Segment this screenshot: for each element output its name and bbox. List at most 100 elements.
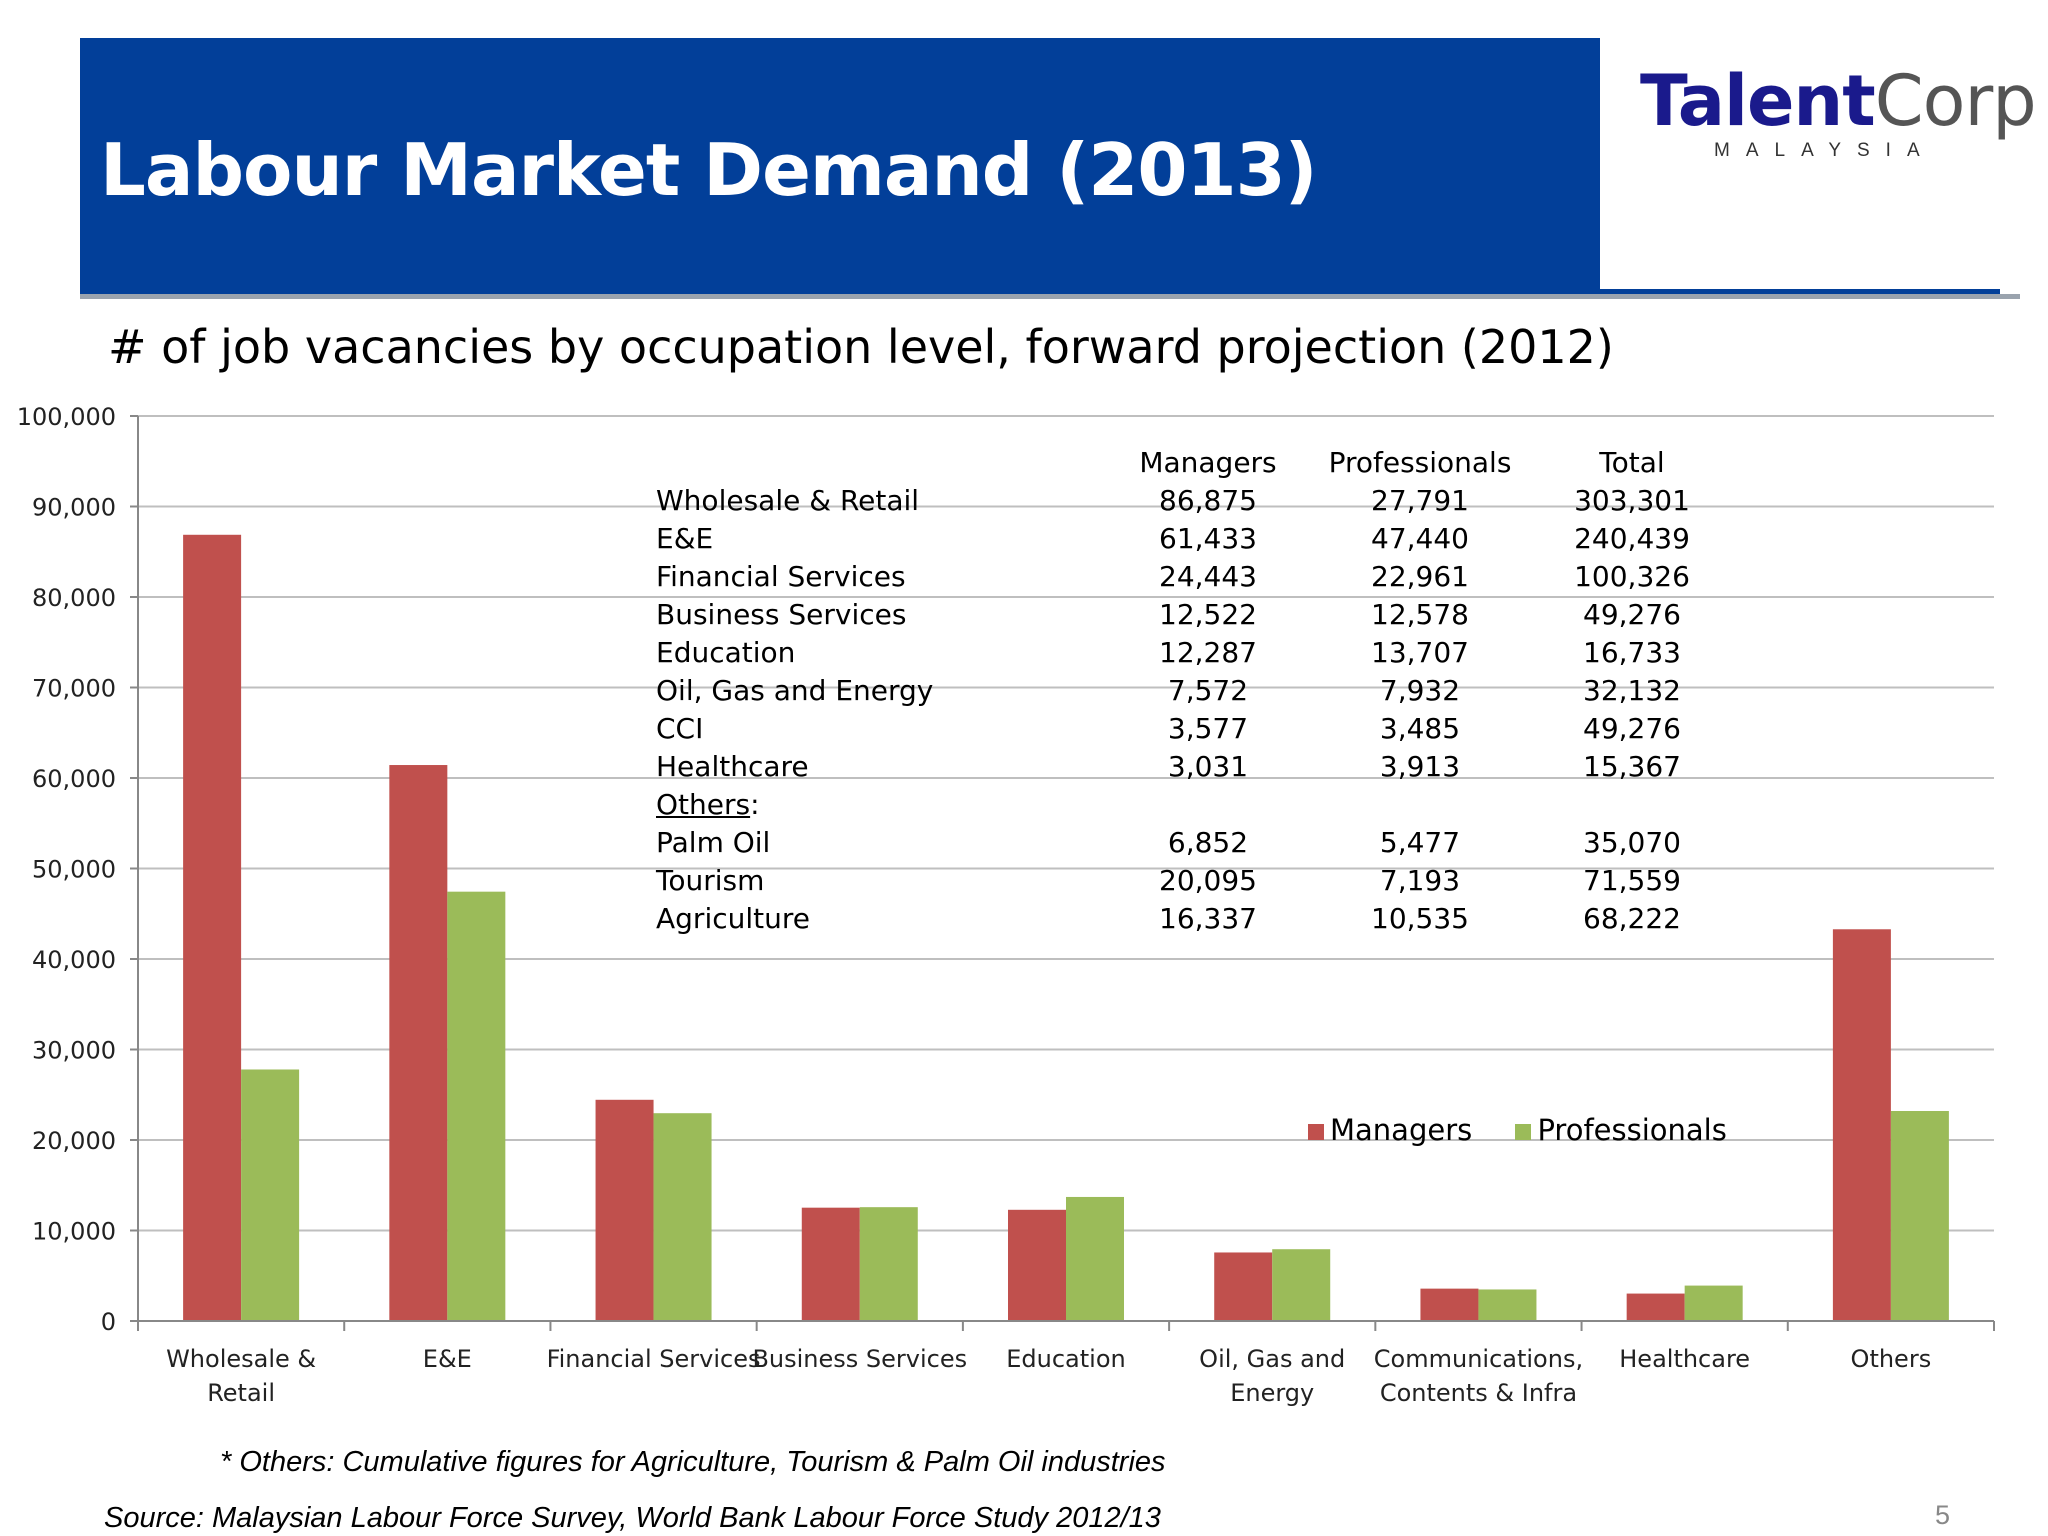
table-cell-sector: CCI xyxy=(656,712,704,745)
table-cell-professionals: 7,193 xyxy=(1379,864,1461,897)
table-cell-sector: Wholesale & Retail xyxy=(656,484,920,517)
table-cell-total: 49,276 xyxy=(1583,712,1681,745)
x-tick-label: Education xyxy=(1006,1345,1125,1373)
y-tick-label: 70,000 xyxy=(32,675,116,703)
table-cell-sector: Agriculture xyxy=(656,902,810,935)
x-tick-label: Retail xyxy=(207,1379,275,1407)
y-tick-label: 90,000 xyxy=(32,494,116,522)
axes xyxy=(137,416,1995,1331)
logo-wordmark: TalentCorp xyxy=(1640,58,2037,144)
table-cell-managers: 16,337 xyxy=(1159,902,1257,935)
table-cell-managers: 3,031 xyxy=(1167,750,1249,783)
table-cell-professionals: 7,932 xyxy=(1379,674,1461,707)
x-tick-label: Healthcare xyxy=(1619,1345,1750,1373)
bar-professionals xyxy=(1684,1285,1743,1321)
talentcorp-logo: TalentCorp MALAYSIA xyxy=(1640,58,2037,162)
footnote: * Others: Cumulative figures for Agricul… xyxy=(220,1446,1166,1478)
chart-subtitle: # of job vacancies by occupation level, … xyxy=(108,320,1614,374)
page-number: 5 xyxy=(1935,1500,1951,1530)
header-rule xyxy=(1600,289,2000,294)
x-tick-label: Contents & Infra xyxy=(1380,1379,1577,1407)
bar-professionals xyxy=(1272,1249,1331,1321)
logo-word-talent: Talent xyxy=(1640,60,1876,142)
bar-professionals xyxy=(859,1207,918,1321)
y-tick-label: 60,000 xyxy=(32,765,116,793)
table-cell-managers: 20,095 xyxy=(1159,864,1257,897)
y-tick-label: 10,000 xyxy=(32,1218,116,1246)
table-cell-sector: Palm Oil xyxy=(656,826,771,859)
table-cell-managers: 12,522 xyxy=(1159,598,1257,631)
table-cell-managers: 86,875 xyxy=(1159,484,1257,517)
y-tick-label: 50,000 xyxy=(32,856,116,884)
logo-word-corp: Corp xyxy=(1874,60,2037,142)
bar-managers xyxy=(389,765,448,1321)
table-cell-sector: Tourism xyxy=(656,864,765,897)
table-cell-managers: 12,287 xyxy=(1159,636,1257,669)
table-cell-total: 35,070 xyxy=(1583,826,1681,859)
header-shadow xyxy=(80,294,2020,299)
bars xyxy=(183,534,1949,1321)
table-cell-total: 16,733 xyxy=(1583,636,1681,669)
bar-professionals xyxy=(653,1113,712,1321)
bar-managers xyxy=(595,1099,654,1321)
logo-country: MALAYSIA xyxy=(1714,140,1936,161)
table-cell-professionals: 13,707 xyxy=(1371,636,1469,669)
table-cell-total: 100,326 xyxy=(1574,560,1690,593)
y-tick-label: 20,000 xyxy=(32,1127,116,1155)
table-cell-sector: Others: xyxy=(656,788,760,821)
legend-swatch-professionals xyxy=(1515,1124,1532,1140)
y-tick-label: 100,000 xyxy=(17,403,116,431)
table-header-professionals: Professionals xyxy=(1328,446,1512,479)
bar-professionals xyxy=(241,1069,300,1321)
table-cell-professionals: 10,535 xyxy=(1371,902,1469,935)
table-cell-sector: Business Services xyxy=(656,598,907,631)
bar-professionals xyxy=(1066,1196,1124,1321)
table-cell-managers: 7,572 xyxy=(1167,674,1249,707)
table-cell-sector: Healthcare xyxy=(656,750,809,783)
table-cell-sector-underlined: Others xyxy=(656,788,751,821)
table-cell-total: 68,222 xyxy=(1583,902,1681,935)
table-cell-managers: 24,443 xyxy=(1159,560,1257,593)
source-note: Source: Malaysian Labour Force Survey, W… xyxy=(104,1502,1161,1534)
bar-managers xyxy=(1214,1252,1273,1321)
table-cell-professionals: 3,485 xyxy=(1379,712,1461,745)
table-cell-professionals: 27,791 xyxy=(1371,484,1469,517)
table-cell-total: 303,301 xyxy=(1574,484,1690,517)
legend-label-professionals: Professionals xyxy=(1537,1113,1727,1147)
table-cell-sector: E&E xyxy=(656,522,714,555)
x-tick-label: Others xyxy=(1851,1345,1932,1373)
bar-professionals xyxy=(447,891,506,1321)
table-cell-professionals: 3,913 xyxy=(1379,750,1461,783)
bar-managers xyxy=(801,1207,860,1321)
bar-managers xyxy=(1420,1288,1479,1321)
x-tick-label: Oil, Gas and xyxy=(1199,1345,1345,1373)
chart-legend: Managers Professionals xyxy=(1308,1113,1761,1147)
page-title: Labour Market Demand (2013) xyxy=(100,128,1318,212)
legend-label-managers: Managers xyxy=(1330,1113,1473,1147)
table-cell-professionals: 22,961 xyxy=(1371,560,1469,593)
y-tick-label: 0 xyxy=(101,1308,116,1336)
y-tick-label: 80,000 xyxy=(32,584,116,612)
table-cell-total: 240,439 xyxy=(1574,522,1690,555)
table-cell-managers: 6,852 xyxy=(1167,826,1249,859)
legend-item-managers: Managers xyxy=(1308,1113,1472,1147)
y-tick-label: 30,000 xyxy=(32,1037,116,1065)
x-tick-labels: Wholesale & Retail E&E Financial ServicesBu… xyxy=(166,1345,1931,1407)
table-cell-professionals: 5,477 xyxy=(1379,826,1461,859)
table-cell-sector: Oil, Gas and Energy xyxy=(656,674,934,707)
bar-professionals xyxy=(1478,1289,1537,1321)
legend-swatch-managers xyxy=(1308,1124,1324,1140)
table-cell-sector: Education xyxy=(656,636,796,669)
x-tick-label: Energy xyxy=(1230,1379,1314,1407)
x-tick-label: Business Services xyxy=(752,1345,967,1373)
y-tick-labels: 0 10,000 20,000 30,000 40,000 50,000 60,000 70,… xyxy=(17,403,116,1336)
table-cell-sector: Financial Services xyxy=(656,560,906,593)
bar-managers xyxy=(1008,1209,1066,1321)
x-tick-label: E&E xyxy=(423,1345,472,1373)
table-cell-total: 32,132 xyxy=(1583,674,1681,707)
table-cell-professionals: 47,440 xyxy=(1371,522,1469,555)
bar-managers xyxy=(1832,929,1891,1321)
table-cell-total: 49,276 xyxy=(1583,598,1681,631)
x-tick-label: Communications, xyxy=(1374,1345,1583,1373)
